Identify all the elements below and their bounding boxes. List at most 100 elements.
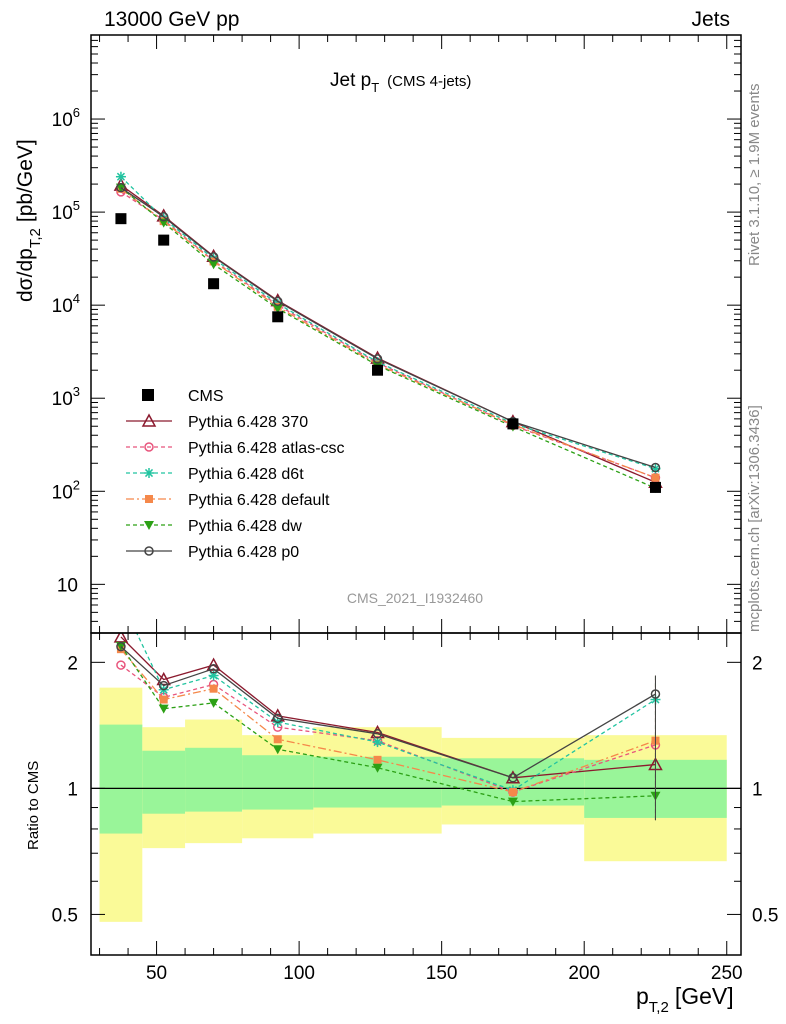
- legend-label: Pythia 6.428 atlas-csc: [188, 440, 345, 457]
- triangle-down-marker: [372, 763, 383, 773]
- x-tick-label: 50: [146, 963, 167, 984]
- circle-marker: [208, 252, 219, 262]
- y-tick-base: 10: [52, 389, 73, 410]
- square-marker: [145, 495, 153, 503]
- square-marker: [651, 473, 660, 482]
- y-tick-exponent: 3: [73, 384, 80, 399]
- y-tick-label: 102: [52, 477, 80, 503]
- triangle-down-marker: [144, 521, 154, 530]
- stat-uncertainty-band: [242, 755, 314, 810]
- cms-data-point: [158, 234, 170, 246]
- star-marker-stroke: [116, 172, 126, 181]
- y-tick-label: 103: [52, 384, 80, 410]
- cms-data-points: [115, 213, 661, 493]
- y-tick-label: 104: [52, 291, 80, 317]
- cms-data-point: [115, 213, 127, 225]
- ratio-panel-series: [91, 596, 741, 821]
- chart-title: Jet pT (CMS 4-jets): [330, 70, 471, 95]
- circle-marker: [116, 660, 126, 670]
- square-marker: [159, 695, 168, 704]
- chart-title-note: (CMS 4-jets): [387, 73, 471, 90]
- legend-label: Pythia 6.428 default: [188, 492, 330, 509]
- y-tick-exponent: 5: [73, 198, 80, 213]
- y-axis-label: dσ/dpT,2[pb/GeV]: [14, 139, 44, 302]
- legend-label: Pythia 6.428 p0: [188, 544, 299, 561]
- triangle-down-marker: [272, 745, 283, 755]
- y-tick-base: 10: [52, 110, 73, 131]
- ratio-axis-label: Ratio to CMS: [25, 761, 42, 850]
- circle-marker: [116, 641, 126, 652]
- circle-marker: [144, 546, 154, 556]
- triangle-marker: [156, 671, 171, 686]
- triangle-marker: [141, 413, 157, 427]
- chart-legend: CMS Pythia 6.428 370 Pythia 6.428 atlas-cs…: [126, 388, 345, 561]
- star-marker-stroke: [209, 671, 218, 680]
- cms-data-point: [208, 278, 220, 290]
- y-tick-base: 10: [52, 296, 73, 317]
- stat-uncertainty-band: [185, 747, 243, 812]
- triangle-down-marker: [208, 698, 219, 708]
- square-marker: [273, 735, 282, 744]
- triangle-down-marker: [158, 218, 169, 228]
- triangle-down-marker: [507, 797, 518, 807]
- ratio-y-tick-label-right: 2: [752, 653, 763, 674]
- y-tick-base: 10: [57, 575, 78, 596]
- square-marker: [508, 788, 517, 797]
- series-line: [120, 188, 656, 479]
- y-tick-label: 105: [52, 198, 80, 224]
- y-tick-base: 10: [52, 482, 73, 503]
- triangle-down-marker: [208, 260, 219, 270]
- circle-marker: [208, 664, 219, 674]
- ratio-frame: [90, 632, 742, 956]
- ratio-y-tick-label-right: 1: [752, 779, 763, 800]
- circle-marker: [272, 296, 283, 307]
- star-marker-stroke: [117, 596, 124, 603]
- ratio-y-tick-label-left: 0.5: [52, 905, 78, 926]
- square-marker: [373, 755, 382, 764]
- x-axis-label: pT,2 [GeV]: [636, 983, 734, 1016]
- star-marker-stroke: [373, 738, 382, 747]
- cms-data-point: [272, 311, 284, 323]
- y-tick-exponent: 2: [73, 477, 80, 492]
- ratio-series-line: [120, 646, 656, 779]
- circle-marker: [372, 729, 383, 739]
- circle-marker: [650, 462, 661, 473]
- ratio-y-tick-label-right: 0.5: [752, 905, 778, 926]
- y-tick-base: 10: [52, 203, 73, 224]
- circle-marker: [144, 442, 154, 452]
- x-tick-label: 250: [711, 963, 743, 984]
- header-process-label: 13000 GeV pp: [104, 8, 240, 31]
- legend-label: Pythia 6.428 dw: [188, 518, 302, 535]
- legend-label: Pythia 6.428 d6t: [188, 466, 304, 483]
- circle-marker: [158, 212, 169, 222]
- series-line: [120, 184, 656, 483]
- y-tick-label: 10: [57, 575, 78, 596]
- circle-marker: [272, 713, 283, 724]
- chart-title-main: Jet p: [330, 70, 371, 91]
- square-marker: [209, 684, 218, 693]
- circle-marker: [116, 182, 126, 193]
- legend-cms-marker: [142, 389, 154, 401]
- x-tick-label: 100: [283, 963, 315, 984]
- stat-uncertainty-band: [142, 750, 186, 814]
- circle-marker: [508, 773, 518, 783]
- stat-uncertainty-band: [99, 724, 143, 834]
- chart-title-sub: T: [371, 80, 379, 95]
- chart-watermark: CMS_2021_I1932460: [347, 590, 483, 606]
- y-tick-exponent: 6: [73, 105, 80, 120]
- x-tick-label: 150: [426, 963, 458, 984]
- y-tick-label: 106: [52, 105, 80, 131]
- series-line: [120, 191, 656, 479]
- triangle-down-marker: [272, 304, 283, 314]
- triangle-down-marker: [158, 704, 169, 714]
- legend-label: Pythia 6.428 370: [188, 414, 308, 431]
- legend-cms-label: CMS: [188, 388, 224, 405]
- header-category-label: Jets: [691, 8, 730, 31]
- cms-data-point: [507, 418, 519, 430]
- x-tick-label: 200: [568, 963, 600, 984]
- ratio-y-tick-label-left: 2: [67, 653, 78, 674]
- ratio-y-tick-label-left: 1: [67, 779, 78, 800]
- cms-data-point: [372, 364, 384, 376]
